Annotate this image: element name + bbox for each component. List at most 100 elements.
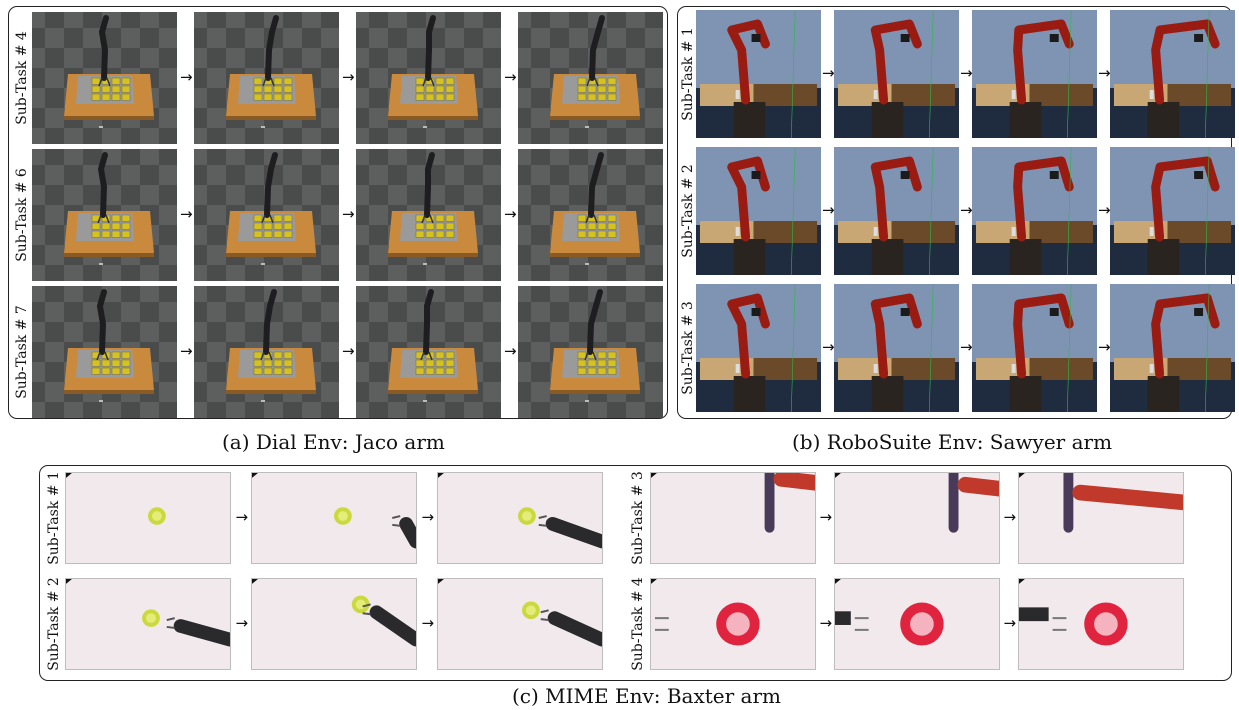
arrow-right-icon: → [822, 338, 835, 356]
arrow-right-icon: → [960, 338, 973, 356]
robosuite-frame [696, 147, 821, 275]
mime-left-frame [251, 578, 417, 670]
row-label: Sub-Task # 1 [43, 471, 65, 565]
arrow-right-icon: → [421, 614, 435, 632]
row-label-text: Sub-Task # 4 [630, 577, 647, 671]
dial-frame [32, 286, 177, 418]
mime-left-scene-image [438, 473, 602, 563]
dial-scene-image [518, 149, 663, 281]
arrow-right-icon: → [180, 342, 193, 360]
arrow-right-icon: → [421, 508, 435, 526]
row-label: Sub-Task # 4 [626, 577, 650, 671]
dial-frame [518, 12, 663, 144]
arrow-right-icon: → [822, 201, 835, 219]
panel-dial-env: Sub-Task # 4 → → → Sub-Task # 6 → → → Sub-Task #… [8, 6, 668, 419]
dial-frame [518, 149, 663, 281]
arrow-right-icon: → [235, 508, 249, 526]
arrow-right-icon: → [342, 68, 355, 86]
mime-right-scene-image [651, 473, 815, 563]
robosuite-frame [1110, 10, 1235, 138]
robosuite-frame [972, 10, 1097, 138]
dial-row: Sub-Task # 7 → → → [12, 286, 663, 418]
dial-frame [356, 12, 501, 144]
mime-right-scene-image [835, 473, 999, 563]
arrow-right-icon: → [180, 68, 193, 86]
row-label: Sub-Task # 3 [626, 471, 650, 565]
robosuite-scene-image [696, 284, 821, 412]
arrow-right-icon: → [504, 68, 517, 86]
dial-frame [518, 286, 663, 418]
row-label-text: Sub-Task # 6 [14, 168, 31, 262]
caption-robosuite-env: (b) RoboSuite Env: Sawyer arm [792, 430, 1113, 454]
dial-scene-image [356, 286, 501, 418]
dial-scene-image [356, 12, 501, 144]
dial-scene-image [356, 149, 501, 281]
robosuite-scene-image [696, 10, 821, 138]
arrow-right-icon: → [819, 508, 833, 526]
arrow-right-icon: → [342, 205, 355, 223]
row-label-text: Sub-Task # 3 [630, 471, 647, 565]
row-label-text: Sub-Task # 4 [14, 31, 31, 125]
mime-left-frame [65, 472, 231, 564]
arrow-right-icon: → [504, 342, 517, 360]
robosuite-scene-image [1110, 10, 1235, 138]
robosuite-scene-image [834, 284, 959, 412]
caption-mime-env: (c) MIME Env: Baxter arm [512, 684, 781, 708]
mime-left-scene-image [66, 473, 230, 563]
robosuite-scene-image [972, 147, 1097, 275]
mime-left-scene-image [438, 579, 602, 669]
mime-left-frame [437, 578, 603, 670]
caption-dial-env: (a) Dial Env: Jaco arm [222, 430, 445, 454]
arrow-right-icon: → [1098, 64, 1111, 82]
robosuite-scene-image [972, 284, 1097, 412]
mime-left-scene-image [252, 579, 416, 669]
row-label-text: Sub-Task # 7 [14, 305, 31, 399]
dial-frame [32, 149, 177, 281]
dial-scene-image [194, 12, 339, 144]
mime-left-row: Sub-Task # 1 → → [43, 471, 603, 565]
robosuite-row: Sub-Task # 3 → → → [680, 284, 1235, 412]
row-label: Sub-Task # 7 [12, 286, 32, 418]
dial-row: Sub-Task # 6 → → → [12, 149, 663, 281]
row-label: Sub-Task # 2 [680, 147, 696, 275]
arrow-right-icon: → [235, 614, 249, 632]
mime-left-row: Sub-Task # 2 → → [43, 577, 603, 671]
mime-left-frame [437, 472, 603, 564]
mime-left-scene-image [252, 473, 416, 563]
robosuite-row: Sub-Task # 1 → → → [680, 10, 1235, 138]
mime-right-frame [834, 578, 1000, 670]
dial-frame [194, 12, 339, 144]
row-label-text: Sub-Task # 2 [46, 577, 63, 671]
robosuite-frame [1110, 284, 1235, 412]
robosuite-scene-image [972, 10, 1097, 138]
robosuite-frame [834, 147, 959, 275]
mime-right-frame [1018, 472, 1184, 564]
panel-mime-env: Sub-Task # 1 → → Sub-Task # 2 → → Sub-Task # 3… [39, 465, 1232, 681]
dial-frame [356, 286, 501, 418]
mime-left-scene-image [66, 579, 230, 669]
row-label-text: Sub-Task # 1 [46, 471, 63, 565]
row-label: Sub-Task # 3 [680, 284, 696, 412]
dial-scene-image [32, 149, 177, 281]
mime-left-frame [251, 472, 417, 564]
dial-frame [32, 12, 177, 144]
row-label-text: Sub-Task # 3 [680, 301, 697, 395]
mime-right-row: Sub-Task # 4 → → [626, 577, 1226, 671]
mime-right-frame [834, 472, 1000, 564]
robosuite-frame [696, 284, 821, 412]
robosuite-frame [834, 10, 959, 138]
mime-right-scene-image [1019, 473, 1183, 563]
arrow-right-icon: → [960, 201, 973, 219]
row-label-text: Sub-Task # 2 [680, 164, 697, 258]
mime-right-scene-image [1019, 579, 1183, 669]
dial-row: Sub-Task # 4 → → → [12, 12, 663, 144]
mime-right-row: Sub-Task # 3 → → [626, 471, 1226, 565]
panel-robosuite-env: Sub-Task # 1 → → → Sub-Task # 2 → → → Sub-Task #… [677, 6, 1235, 419]
robosuite-frame [1110, 147, 1235, 275]
dial-frame [194, 149, 339, 281]
arrow-right-icon: → [822, 64, 835, 82]
mime-right-scene-image [651, 579, 815, 669]
dial-frame [194, 286, 339, 418]
mime-right-frame [650, 578, 816, 670]
robosuite-row: Sub-Task # 2 → → → [680, 147, 1235, 275]
